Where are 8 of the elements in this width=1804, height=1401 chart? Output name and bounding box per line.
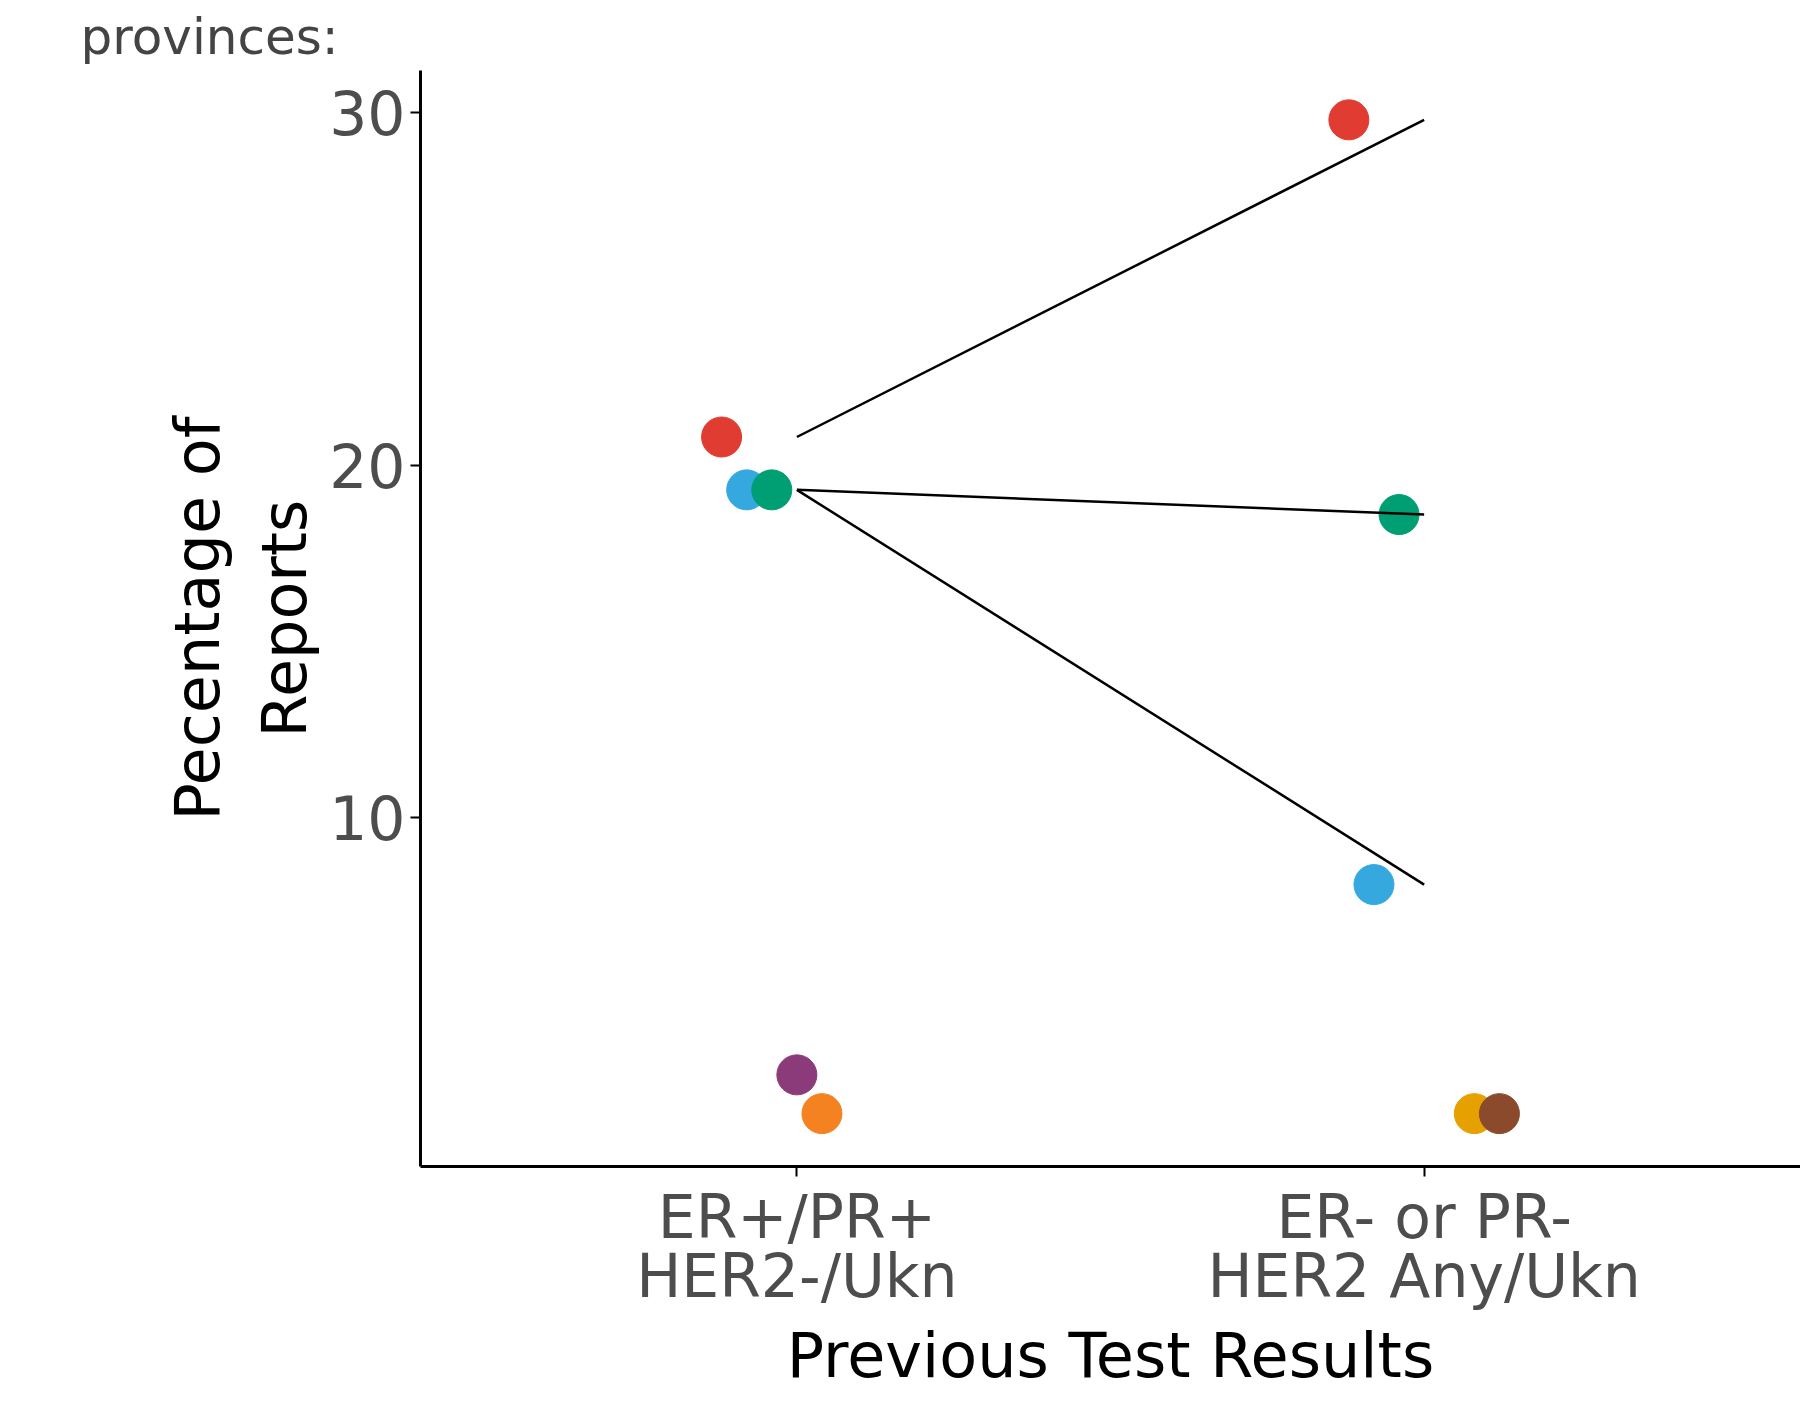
x-tick-label: ER- or PR- HER2 Any/Ukn xyxy=(1207,1181,1641,1311)
x-tick-label: ER+/PR+ HER2-/Ukn xyxy=(636,1181,958,1311)
x-axis-title: Previous Test Results xyxy=(786,1319,1435,1392)
y-tick-label: 10 xyxy=(329,784,406,855)
text: provinces: xyxy=(80,7,339,66)
y-axis-title: Pecentage of Reports xyxy=(160,414,322,821)
y-tick-label: 30 xyxy=(329,79,406,150)
y-tick-label: 20 xyxy=(329,431,406,502)
